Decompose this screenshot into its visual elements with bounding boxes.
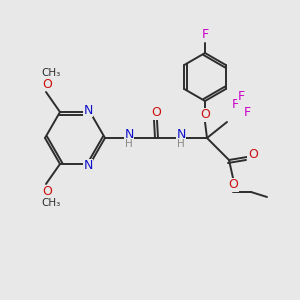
Text: F: F xyxy=(201,28,208,41)
Text: N: N xyxy=(176,128,186,140)
Text: CH₃: CH₃ xyxy=(41,198,61,208)
Text: N: N xyxy=(83,103,93,116)
Text: O: O xyxy=(151,106,161,119)
Text: CH₃: CH₃ xyxy=(41,68,61,78)
Text: O: O xyxy=(42,185,52,199)
Text: O: O xyxy=(200,109,210,122)
Text: N: N xyxy=(83,160,93,172)
Text: O: O xyxy=(42,77,52,91)
Text: F: F xyxy=(243,106,250,118)
Text: O: O xyxy=(248,148,258,161)
Text: O: O xyxy=(228,178,238,191)
Text: F: F xyxy=(237,89,244,103)
Text: F: F xyxy=(231,98,239,110)
Text: H: H xyxy=(125,139,133,149)
Text: H: H xyxy=(177,139,185,149)
Text: N: N xyxy=(124,128,134,140)
